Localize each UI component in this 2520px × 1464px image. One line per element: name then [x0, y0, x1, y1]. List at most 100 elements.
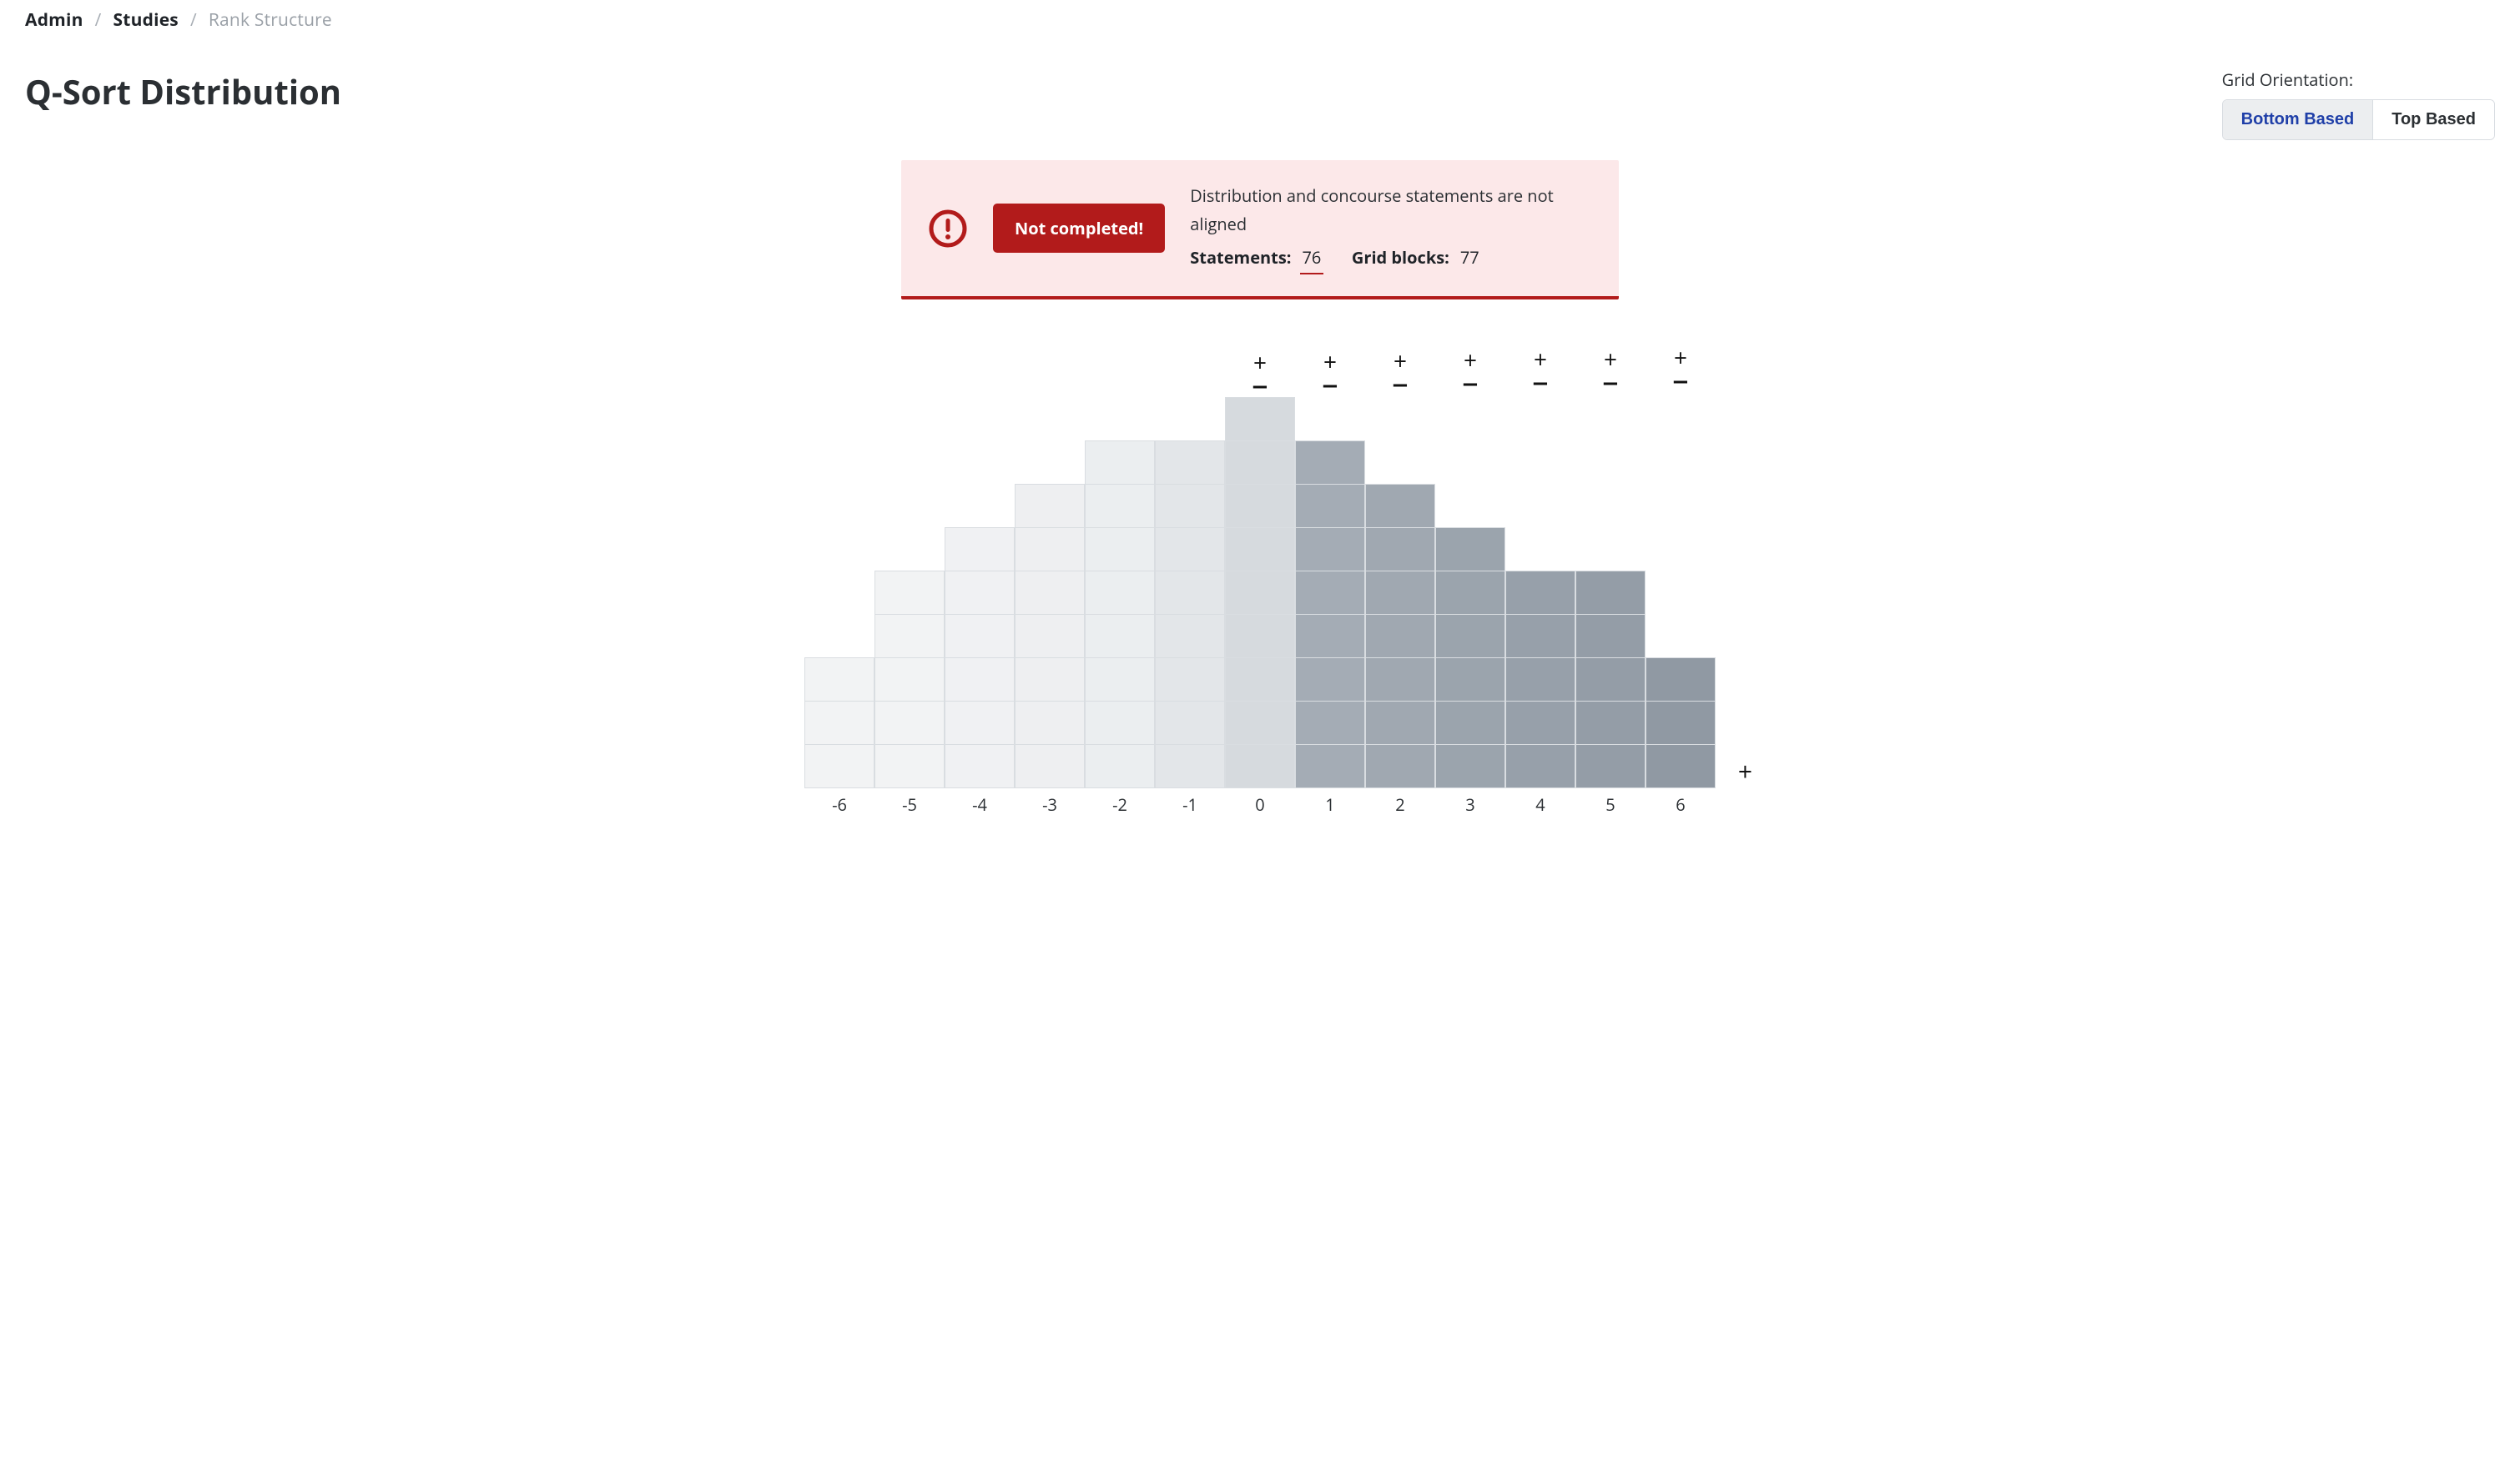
grid-cell — [1015, 484, 1085, 528]
grid-cell — [1015, 527, 1085, 571]
grid-cell — [1435, 701, 1505, 745]
grid-cell — [1575, 701, 1646, 745]
column-controls: +− — [1646, 346, 1716, 393]
grid-cell — [1505, 657, 1575, 702]
column-label: -2 — [1112, 792, 1127, 817]
grid-cell — [945, 527, 1015, 571]
grid-cell — [1435, 744, 1505, 788]
breadcrumb-item[interactable]: Admin — [25, 8, 83, 32]
add-column-button[interactable]: + — [1738, 754, 1752, 788]
alignment-alert: Not completed! Distribution and concours… — [901, 160, 1619, 299]
grid-cell — [945, 571, 1015, 615]
alert-message: Distribution and concourse statements ar… — [1190, 182, 1592, 239]
decrement-button[interactable]: − — [1505, 371, 1575, 395]
qsort-column: +−1 — [1295, 350, 1365, 817]
column-stack — [1156, 397, 1225, 788]
grid-cell — [1435, 614, 1505, 658]
grid-cell — [1015, 571, 1085, 615]
grid-cell — [1085, 484, 1155, 528]
column-controls: +− — [1435, 349, 1505, 395]
alert-stat: Grid blocks: 77 — [1352, 244, 1481, 274]
grid-cell — [1295, 484, 1365, 528]
grid-cell — [945, 701, 1015, 745]
alert-status-badge: Not completed! — [993, 204, 1165, 253]
grid-cell — [1505, 614, 1575, 658]
grid-cell — [1225, 744, 1295, 788]
grid-cell — [1575, 614, 1646, 658]
orientation-label: Grid Orientation: — [2222, 68, 2495, 91]
orientation-control: Grid Orientation: Bottom BasedTop Based — [2222, 68, 2495, 140]
column-label: -4 — [972, 792, 987, 817]
grid-cell — [1365, 614, 1435, 658]
column-stack — [1576, 395, 1646, 788]
decrement-button[interactable]: − — [1365, 373, 1435, 396]
column-controls: +− — [1365, 350, 1435, 396]
decrement-button[interactable]: − — [1646, 370, 1716, 393]
grid-cell — [1295, 614, 1365, 658]
grid-cell — [1646, 657, 1716, 702]
grid-cell — [1155, 571, 1225, 615]
grid-cell — [1435, 527, 1505, 571]
decrement-button[interactable]: − — [1575, 371, 1646, 395]
column-stack — [1506, 395, 1575, 788]
grid-cell — [1225, 571, 1295, 615]
column-stack — [1016, 396, 1085, 788]
grid-cell — [1155, 657, 1225, 702]
column-stack — [1436, 395, 1505, 788]
grid-cell — [1295, 657, 1365, 702]
column-label: 4 — [1535, 792, 1545, 817]
qsort-column: +−6 — [1646, 346, 1716, 817]
decrement-button[interactable]: − — [1435, 372, 1505, 395]
alert-circle-icon — [928, 209, 968, 249]
grid-cell — [1435, 657, 1505, 702]
grid-cell — [1575, 744, 1646, 788]
orientation-option[interactable]: Bottom Based — [2223, 100, 2373, 139]
column-label: 2 — [1395, 792, 1404, 817]
breadcrumb: Admin/Studies/Rank Structure — [25, 8, 2495, 32]
column-controls: +− — [1225, 351, 1295, 398]
grid-cell — [1295, 701, 1365, 745]
breadcrumb-separator: / — [95, 8, 102, 32]
orientation-toggle-group: Bottom BasedTop Based — [2222, 99, 2495, 140]
orientation-option[interactable]: Top Based — [2372, 100, 2494, 139]
breadcrumb-item[interactable]: Studies — [113, 8, 179, 32]
grid-cell — [1155, 701, 1225, 745]
qsort-column: -1 — [1155, 350, 1225, 817]
decrement-button[interactable]: − — [1225, 375, 1295, 398]
grid-cell — [1085, 614, 1155, 658]
grid-cell — [1015, 701, 1085, 745]
column-stack — [1226, 398, 1295, 788]
grid-cell — [1365, 657, 1435, 702]
column-label: -6 — [832, 792, 847, 817]
grid-cell — [1085, 701, 1155, 745]
grid-cell — [874, 744, 945, 788]
grid-cell — [1646, 744, 1716, 788]
qsort-column: -6 — [804, 346, 874, 817]
qsort-column: +−3 — [1435, 349, 1505, 817]
grid-cell — [1505, 701, 1575, 745]
grid-cell — [1225, 397, 1295, 441]
grid-cell — [945, 657, 1015, 702]
grid-cell — [1295, 527, 1365, 571]
grid-cell — [1365, 701, 1435, 745]
decrement-button[interactable]: − — [1295, 374, 1365, 397]
qsort-column: -3 — [1015, 350, 1085, 817]
grid-cell — [1155, 440, 1225, 485]
grid-cell — [1295, 744, 1365, 788]
grid-cell — [1575, 657, 1646, 702]
grid-cell — [1225, 484, 1295, 528]
grid-cell — [1155, 484, 1225, 528]
grid-cell — [1085, 527, 1155, 571]
grid-cell — [1015, 744, 1085, 788]
qsort-column: +−4 — [1505, 348, 1575, 817]
grid-cell — [804, 657, 874, 702]
qsort-column: -5 — [874, 348, 945, 817]
column-stack — [1296, 397, 1365, 788]
grid-cell — [1085, 744, 1155, 788]
grid-cell — [1505, 744, 1575, 788]
alert-stats: Statements: 76Grid blocks: 77 — [1190, 244, 1592, 274]
column-stack — [1646, 393, 1716, 788]
qsort-column: +−0 — [1225, 351, 1295, 817]
page-title: Q-Sort Distribution — [25, 68, 341, 114]
column-controls: +− — [1575, 348, 1646, 395]
